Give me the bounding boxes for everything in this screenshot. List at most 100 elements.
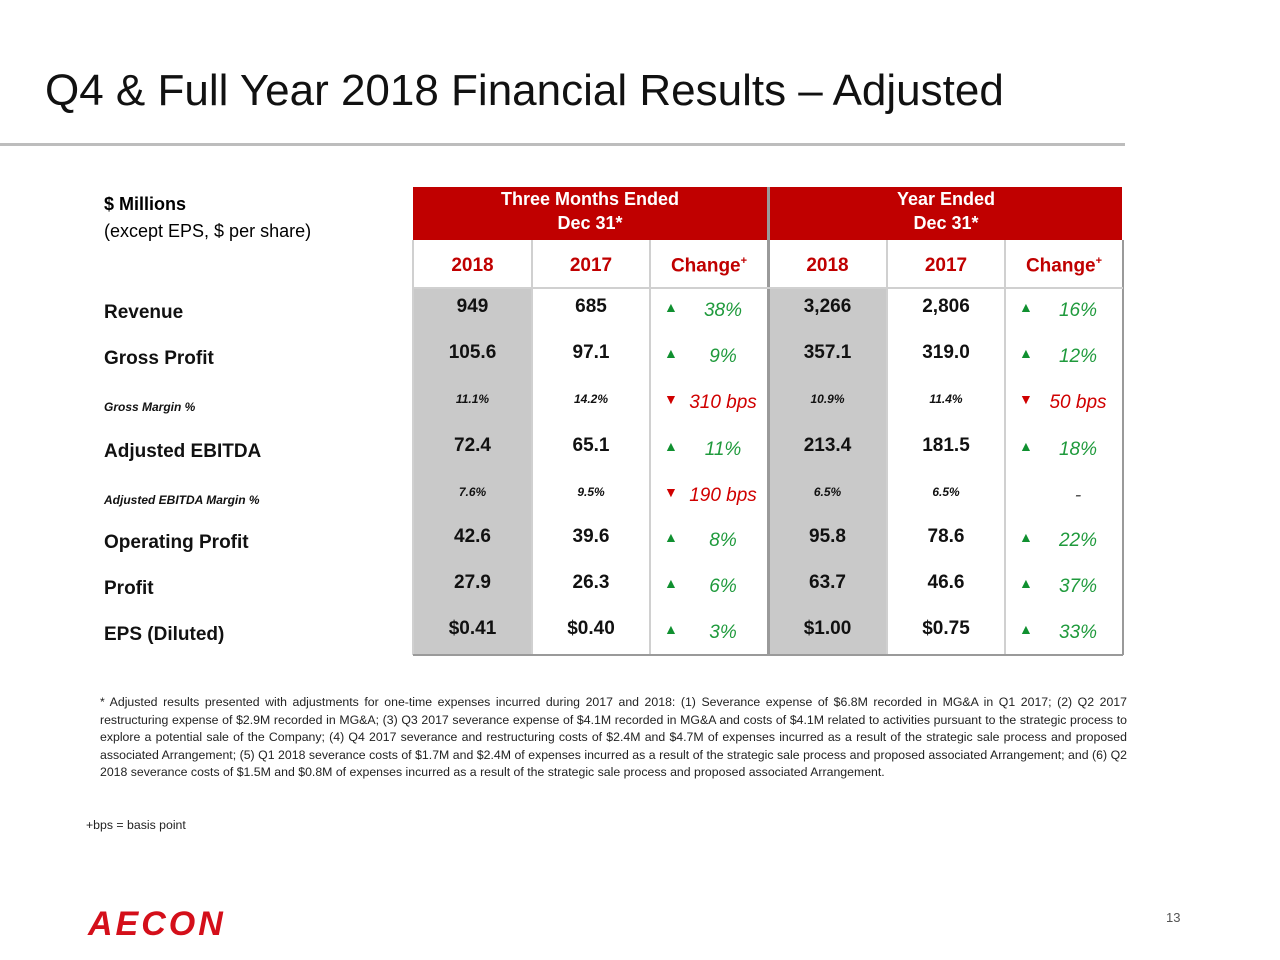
arrow-up: ▲ [1019,345,1033,361]
cell: $0.41 [448,617,497,639]
arrow-up: ▲ [1019,575,1033,591]
cell: 42.6 [454,525,491,547]
cell: 63.7 [809,571,846,593]
grid-line [413,287,1123,289]
arrow-up: ▲ [664,529,678,545]
arrow-up: ▲ [664,621,678,637]
arrow-down: ▼ [664,484,678,500]
arrow-down: ▼ [1019,391,1033,407]
cell: $0.40 [567,617,615,639]
cell: 65.1 [572,434,610,456]
cell: 97.1 [572,341,610,363]
cell: 181.5 [922,434,970,456]
cell: 949 [456,295,489,317]
arrow-up: ▲ [1019,621,1033,637]
column-shade [768,288,887,655]
row-label: Gross Profit [104,347,214,369]
row-label: Gross Margin % [104,399,196,414]
title: Q4 & Full Year 2018 Financial Results – … [45,66,1004,115]
group-header: Year Ended Dec 31* [770,187,1122,240]
cell: 3,266 [803,295,852,317]
change-value: 8% [709,530,737,551]
change-value: 190 bps [689,485,757,506]
row-label: Adjusted EBITDA [104,440,262,462]
arrow-up: ▲ [664,299,678,315]
arrow-down: ▼ [664,391,678,407]
arrow-up: ▲ [664,345,678,361]
grid-line [1004,240,1006,655]
cell: 6.5% [932,484,960,499]
cell: 357.1 [803,341,852,363]
column-header-text: 2018 [806,255,849,276]
change-value: 3% [709,622,737,643]
cell: 46.6 [927,571,965,593]
group-header-line: Three Months Ended [500,189,679,209]
row-label: Profit [104,577,154,599]
column-header-text: 2018 [451,255,494,276]
change-value: 310 bps [689,392,757,413]
column-header: 2017 [887,255,1005,277]
change-value: 37% [1058,576,1098,597]
grid-line [649,240,651,655]
change-mark: + [1095,255,1103,267]
change-value: 22% [1058,530,1098,551]
change-value: - [1074,485,1082,506]
cell: 39.6 [572,525,610,547]
cell: $1.00 [803,617,852,639]
cell: 213.4 [803,434,852,456]
column-header: Change+ [1005,255,1123,277]
change-value: 12% [1058,346,1098,367]
column-header: 2018 [768,255,887,277]
cell: 72.4 [454,434,491,456]
cell: 78.6 [927,525,965,547]
change-value: 50 bps [1049,392,1107,413]
group-header-line: Year Ended [896,189,996,209]
cell: 105.6 [448,341,497,363]
cell: 10.9% [810,391,845,406]
change-value: 9% [709,346,737,367]
row-label: Revenue [104,301,184,323]
cell: 319.0 [922,341,970,363]
cell: 27.9 [454,571,491,593]
grid-line [767,187,770,655]
grid-line [886,240,888,655]
column-header-text: Change [1025,255,1096,277]
change-mark: + [740,255,748,267]
change-value: 18% [1058,439,1098,460]
arrow-up: ▲ [1019,529,1033,545]
units-note: (except EPS, $ per share) [104,221,312,241]
row-label: EPS (Diluted) [104,623,225,645]
arrow-up: ▲ [664,575,678,591]
cell: 685 [575,295,607,317]
footnote: +bps = basis point [86,818,186,832]
column-header-text: 2017 [924,255,968,276]
grid-line [531,240,533,655]
cell: $0.75 [922,617,970,639]
cell: 6.5% [813,484,842,499]
column-header: Change+ [650,255,768,277]
change-value: 38% [703,300,743,321]
change-value: 33% [1058,622,1098,643]
page-number: 13 [1166,910,1181,925]
arrow-up: ▲ [664,438,678,454]
title-rule [0,143,1125,146]
footnote: * Adjusted results presented with adjust… [100,695,1127,779]
logo: AECON [88,905,226,943]
cell: 7.6% [458,484,487,499]
cell: 26.3 [572,571,610,593]
cell: 11.1% [455,391,490,406]
arrow-up: ▲ [1019,299,1033,315]
cell: 9.5% [577,484,605,499]
grid-line [412,240,414,655]
cell: 14.2% [573,391,609,406]
grid-line [413,654,1123,656]
group-header-line: Dec 31* [557,213,623,233]
units: $ Millions [104,194,187,214]
column-header-text: 2017 [569,255,613,276]
group-header: Three Months Ended Dec 31* [413,187,767,240]
change-value: 16% [1058,300,1098,321]
column-header-text: Change [670,255,741,277]
column-header: 2017 [532,255,650,277]
grid-line [1122,240,1124,655]
